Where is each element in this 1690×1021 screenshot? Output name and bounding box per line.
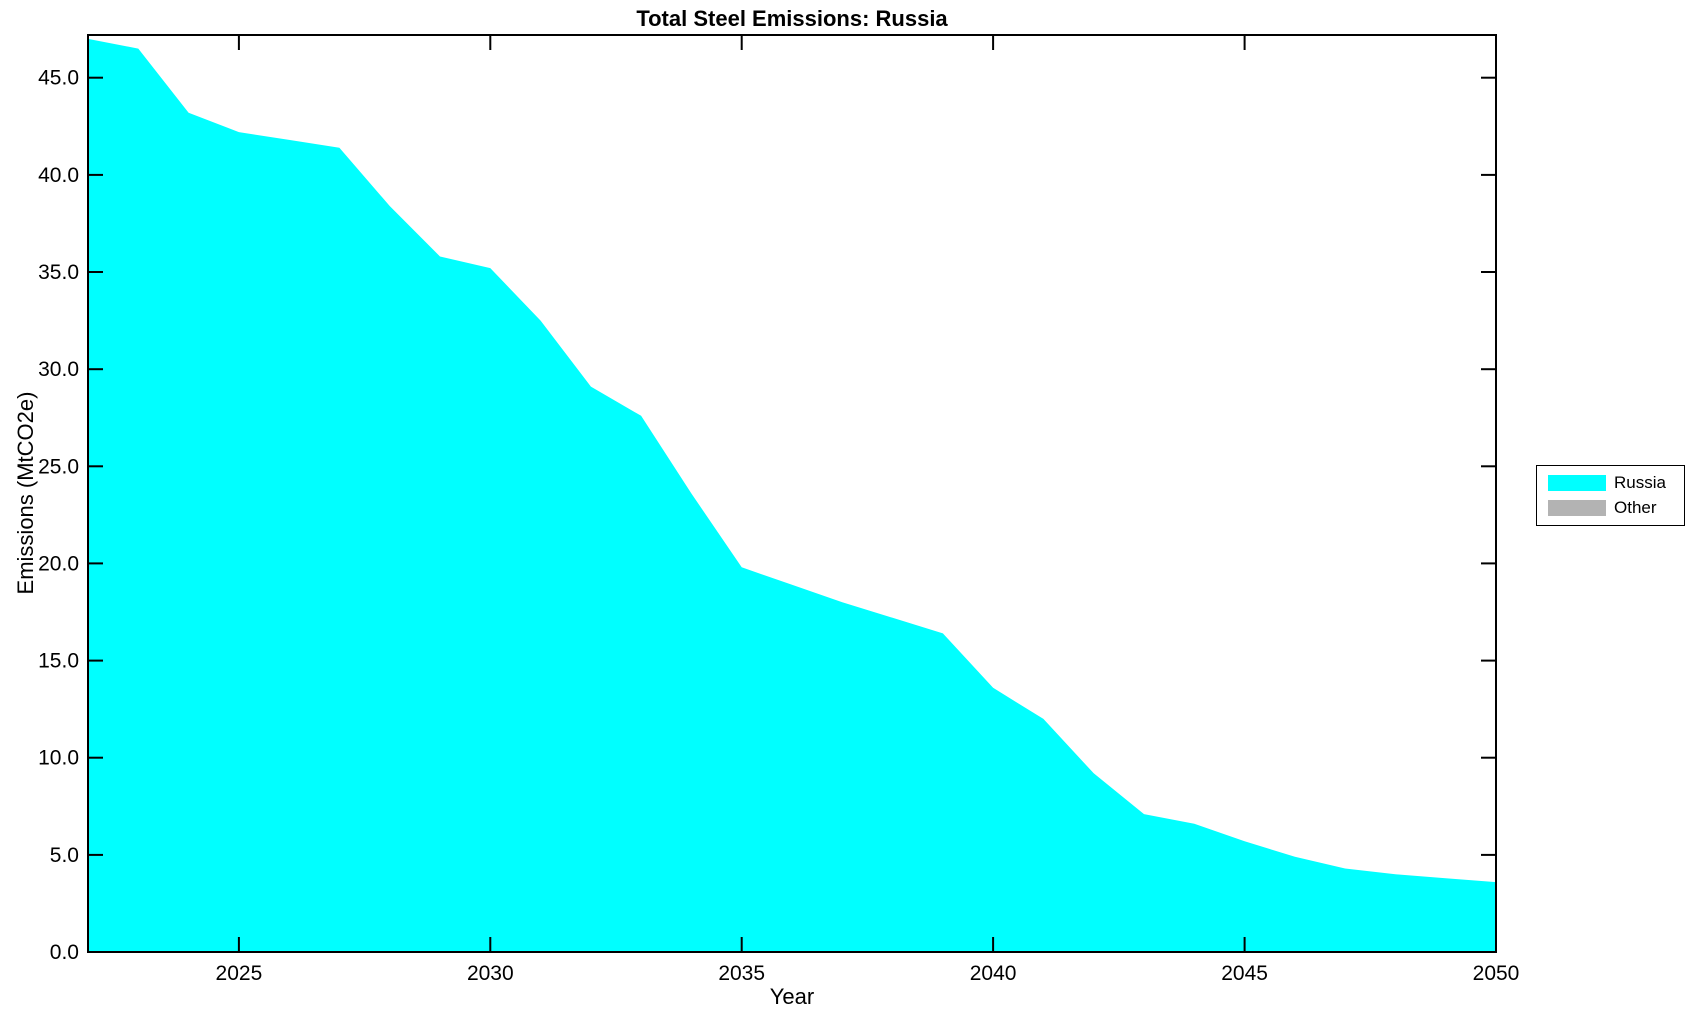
y-tick-label: 5.0	[50, 844, 79, 867]
x-tick-label: 2045	[1221, 962, 1268, 985]
legend-item-russia: Russia	[1548, 473, 1674, 493]
y-tick-label: 30.0	[38, 358, 79, 381]
x-tick-label: 2025	[216, 962, 263, 985]
y-tick-label: 10.0	[38, 747, 79, 770]
legend-swatch-russia	[1548, 475, 1606, 491]
y-tick-label: 15.0	[38, 650, 79, 673]
y-tick-label: 0.0	[50, 941, 79, 964]
chart-title: Total Steel Emissions: Russia	[636, 6, 948, 31]
y-tick-label: 25.0	[38, 455, 79, 478]
legend-item-other: Other	[1548, 498, 1674, 518]
x-tick-label: 2050	[1473, 962, 1520, 985]
plot-border	[87, 34, 1497, 953]
y-tick-label: 35.0	[38, 261, 79, 284]
legend-label: Russia	[1614, 473, 1666, 492]
x-tick-label: 2030	[467, 962, 514, 985]
x-tick-label: 2035	[718, 962, 765, 985]
y-tick-label: 20.0	[38, 552, 79, 575]
legend-label: Other	[1614, 498, 1657, 517]
x-axis-label: Year	[769, 984, 815, 1009]
area-series-russia	[88, 38, 1496, 952]
legend-swatch-other	[1548, 500, 1606, 516]
y-axis-label: Emissions (MtCO2e)	[13, 391, 38, 595]
x-tick-label: 2040	[970, 962, 1017, 985]
y-tick-label: 40.0	[38, 164, 79, 187]
y-tick-label: 45.0	[38, 67, 79, 90]
legend: Russia Other	[1536, 465, 1685, 526]
